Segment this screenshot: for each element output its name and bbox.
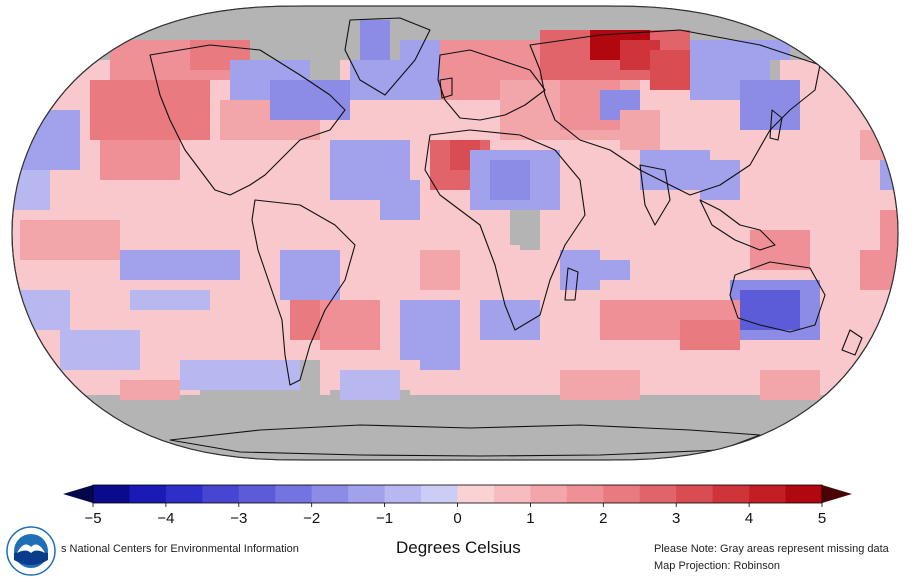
world-map [11, 5, 899, 461]
colorbar-high-arrow [822, 485, 852, 503]
noaa-logo-icon [6, 526, 56, 576]
colorbar-swatch [566, 485, 604, 503]
anomaly-cell [180, 360, 300, 390]
colorbar-swatch [603, 485, 641, 503]
anomaly-cell [420, 340, 460, 370]
colorbar-swatch [129, 485, 167, 503]
colorbar-low-arrow [63, 485, 93, 503]
anomaly-cell [360, 20, 390, 60]
colorbar-swatches [63, 484, 852, 504]
coastline-greenland [344, 17, 431, 96]
anomaly-cell [880, 210, 898, 250]
coastline-india [639, 164, 671, 226]
coastline-new-zealand [841, 329, 863, 356]
anomaly-cell [760, 370, 820, 400]
colorbar-swatch [202, 485, 240, 503]
coastline-southeast-asia [699, 199, 776, 251]
colorbar-title: Degrees Celsius [396, 538, 521, 557]
anomaly-cell [640, 150, 710, 190]
anomaly-grid [12, 6, 898, 460]
anomaly-cell [730, 40, 790, 60]
missing-data-note: Please Note: Gray areas represent missin… [654, 543, 889, 555]
anomaly-cell [120, 380, 180, 400]
anomaly-cell [90, 80, 210, 140]
anomaly-cell [620, 110, 660, 150]
projection-label: Map Projection: Robinson [654, 560, 780, 572]
colorbar-tick-label: 5 [818, 510, 826, 527]
colorbar-tick-label: −4 [157, 510, 174, 527]
missing-data-cell [455, 20, 515, 40]
anomaly-cell [860, 250, 898, 290]
anomaly-cell [600, 260, 630, 280]
anomaly-cell [420, 250, 460, 290]
colorbar-swatch [165, 485, 203, 503]
anomaly-cell [20, 290, 70, 330]
missing-data-cell [520, 220, 540, 250]
colorbar-tick-label: −5 [84, 510, 101, 527]
colorbar-swatch [639, 485, 677, 503]
colorbar-ticks: −5 −4 −3 −2 −1 0 1 2 3 4 5 [84, 503, 826, 527]
anomaly-cell [680, 320, 740, 350]
missing-data-cell [12, 395, 898, 460]
coastline-north-america [149, 44, 346, 196]
colorbar-tick-label: −2 [303, 510, 320, 527]
colorbar-tick-label: 2 [599, 510, 607, 527]
coastline-asia [529, 29, 821, 196]
anomaly-cell [270, 80, 350, 120]
colorbar-swatch [676, 485, 714, 503]
anomaly-cell [100, 140, 180, 180]
coastline-japan [769, 109, 783, 141]
colorbar-swatch [311, 485, 349, 503]
anomaly-cell [700, 160, 740, 200]
colorbar: −5 −4 −3 −2 −1 0 1 2 3 4 5 [0, 478, 920, 538]
colorbar-swatch [530, 485, 568, 503]
colorbar-swatch [457, 485, 495, 503]
colorbar-tick-label: −3 [230, 510, 247, 527]
coastline-united-kingdom [439, 77, 453, 99]
anomaly-cell [130, 290, 210, 310]
colorbar-tick-label: −1 [376, 510, 393, 527]
colorbar-swatch [421, 485, 458, 503]
anomaly-cell [490, 160, 530, 200]
coastline-madagascar [564, 267, 579, 301]
anomaly-cell [480, 300, 540, 340]
anomaly-cell [400, 40, 440, 80]
globe-border [11, 5, 899, 461]
colorbar-tick-label: 3 [672, 510, 680, 527]
colorbar-swatch [712, 485, 750, 503]
noaa-logo [6, 526, 56, 576]
credit-text: s National Centers for Environmental Inf… [61, 543, 299, 555]
colorbar-tick-label: 0 [453, 510, 461, 527]
anomaly-cell [740, 80, 800, 130]
colorbar-swatch [275, 485, 313, 503]
coastline-south-america [251, 199, 356, 386]
colorbar-tick-label: 4 [745, 510, 753, 527]
anomaly-cell [320, 300, 380, 350]
anomaly-map-svg [11, 5, 899, 461]
anomaly-cell [120, 250, 240, 280]
colorbar-tick-label: 1 [526, 510, 534, 527]
coastline-africa [424, 129, 586, 331]
anomaly-cell [560, 370, 640, 400]
colorbar-swatch [348, 485, 386, 503]
anomaly-cell [280, 250, 340, 300]
colorbar-swatch [93, 485, 130, 503]
anomaly-cell [340, 370, 400, 400]
anomaly-cell [740, 290, 800, 330]
colorbar-swatch [238, 485, 276, 503]
anomaly-cell [60, 330, 140, 370]
colorbar-swatch [493, 485, 531, 503]
colorbar-swatch [384, 485, 422, 503]
anomaly-cell [650, 50, 690, 90]
colorbar-svg: −5 −4 −3 −2 −1 0 1 2 3 4 5 [63, 484, 852, 527]
anomaly-cell [380, 180, 420, 220]
coastline-europe [437, 49, 546, 121]
colorbar-swatch [749, 485, 787, 503]
coastline-australia [729, 261, 826, 333]
anomaly-cell [20, 110, 80, 170]
anomaly-cell [20, 220, 120, 260]
colorbar-swatch [785, 485, 823, 503]
